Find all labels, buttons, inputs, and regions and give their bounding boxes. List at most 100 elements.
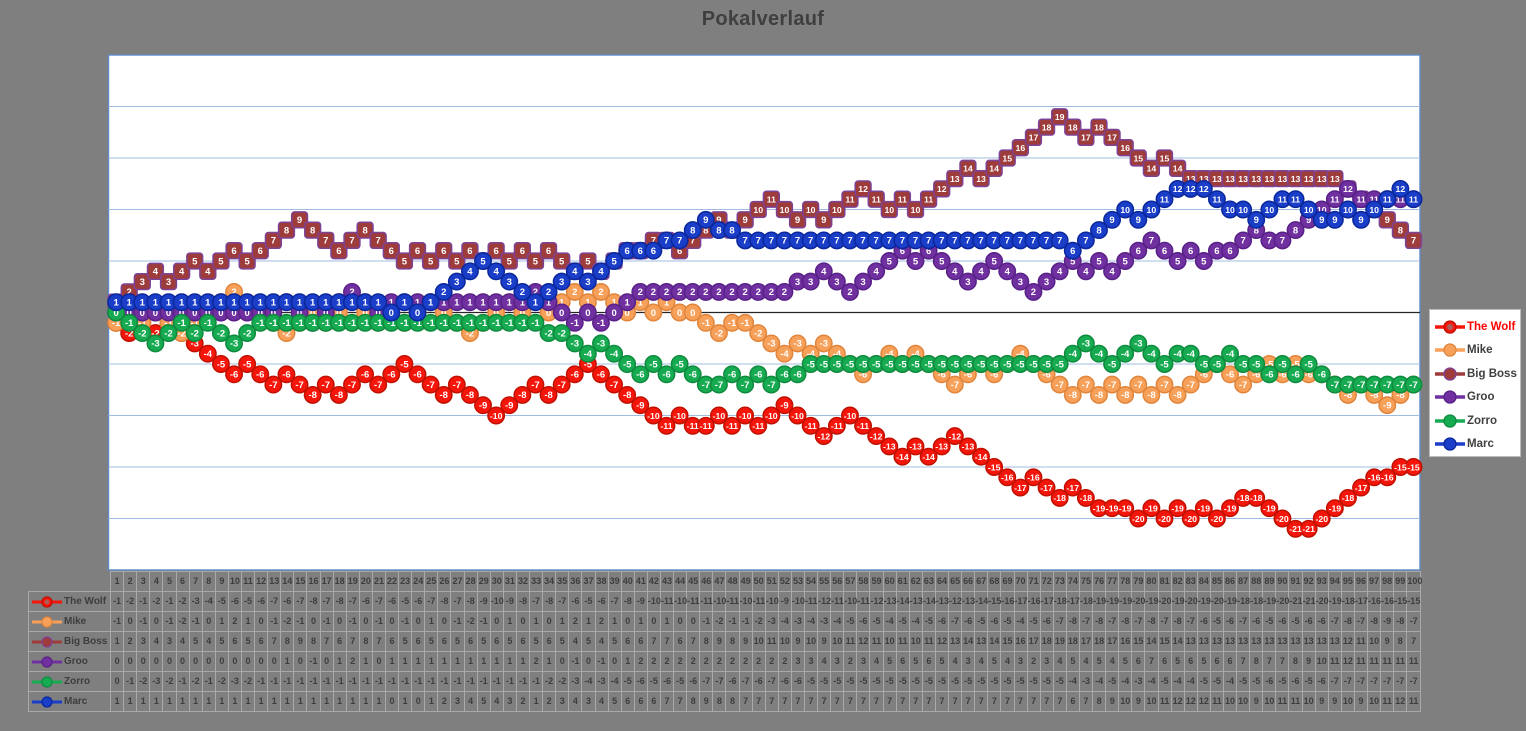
table-value-cell: -18 bbox=[1236, 591, 1251, 612]
data-point-marker bbox=[1116, 200, 1135, 219]
data-label: -19 bbox=[1145, 504, 1158, 514]
data-point-marker bbox=[749, 324, 768, 343]
series-key-label: Big Boss bbox=[64, 636, 108, 647]
table-value-cell: -12 bbox=[948, 591, 963, 612]
data-label: -2 bbox=[466, 328, 474, 339]
data-point-marker bbox=[1273, 231, 1292, 250]
table-value-cell: 4 bbox=[817, 651, 832, 672]
round-header-cell: 60 bbox=[882, 571, 897, 592]
data-label: 0 bbox=[310, 308, 315, 319]
table-value-cell: -1 bbox=[384, 671, 400, 692]
data-label: -2 bbox=[177, 328, 185, 339]
table-value-cell: -15 bbox=[1393, 591, 1408, 612]
data-point-marker bbox=[709, 375, 728, 394]
legend-item-mike[interactable]: Mike bbox=[1430, 339, 1520, 363]
legend-item-marc[interactable]: Marc bbox=[1430, 433, 1520, 457]
data-point-marker bbox=[1404, 375, 1423, 394]
data-label: 9 bbox=[1136, 215, 1141, 226]
data-label: -10 bbox=[791, 411, 804, 421]
data-label: -18 bbox=[1342, 493, 1355, 503]
data-label: 7 bbox=[808, 236, 813, 247]
data-label: 6 bbox=[625, 246, 630, 257]
table-value-cell: 0 bbox=[332, 611, 347, 632]
table-value-cell: 0 bbox=[136, 651, 151, 672]
table-value-cell: 3 bbox=[450, 691, 465, 712]
data-label: -14 bbox=[922, 452, 935, 462]
table-value-cell: -8 bbox=[515, 591, 531, 612]
table-value-cell: -1 bbox=[319, 611, 334, 632]
table-value-cell: 15 bbox=[1000, 631, 1015, 652]
table-value-cell: 5 bbox=[908, 651, 923, 672]
data-point-marker bbox=[238, 355, 257, 373]
table-value-cell: -7 bbox=[712, 671, 727, 692]
table-value-cell: -7 bbox=[1052, 611, 1067, 632]
data-point-marker bbox=[1404, 458, 1423, 476]
data-label: 6 bbox=[900, 246, 905, 257]
data-point-marker bbox=[474, 396, 492, 415]
data-point-marker bbox=[461, 242, 479, 260]
table-value-cell: 2 bbox=[659, 651, 675, 672]
table-value-cell: 2 bbox=[673, 651, 688, 672]
chart-legend[interactable]: The Wolf Mike Big Boss Groo Zorro Marc bbox=[1429, 309, 1521, 457]
series-marc[interactable]: 1 1 1 1 1 1 1 1 1 1 1 1 1 1 1 1 1 1 1 1 10101234543212343456… bbox=[107, 179, 1423, 322]
legend-item-big-boss[interactable]: Big Boss bbox=[1430, 362, 1520, 386]
data-label: 5 bbox=[585, 256, 591, 267]
table-value-cell: -5 bbox=[1301, 671, 1316, 692]
data-label: -1 bbox=[741, 318, 750, 329]
table-value-cell: 2 bbox=[227, 611, 242, 632]
data-point-marker bbox=[998, 468, 1017, 487]
table-value-cell: 2 bbox=[529, 651, 544, 672]
data-label: 13 bbox=[1278, 174, 1288, 184]
data-point-marker bbox=[264, 231, 283, 250]
data-point-marker bbox=[1378, 190, 1397, 209]
data-label: -6 bbox=[990, 370, 998, 381]
table-value-cell: 4 bbox=[463, 691, 478, 712]
table-value-cell: -3 bbox=[790, 611, 806, 632]
data-point-marker bbox=[605, 344, 624, 363]
data-point-marker bbox=[578, 344, 597, 363]
table-value-cell: 9 bbox=[817, 631, 832, 652]
data-point-marker bbox=[1051, 108, 1069, 126]
data-label: -20 bbox=[1276, 514, 1289, 524]
table-value-cell: 0 bbox=[646, 611, 661, 632]
table-value-cell: -5 bbox=[908, 671, 923, 692]
round-header-cell: 6 bbox=[175, 571, 190, 592]
data-label: 11 bbox=[1383, 195, 1392, 205]
table-value-cell: -6 bbox=[280, 591, 295, 612]
round-header-cell: 64 bbox=[934, 571, 950, 592]
table-value-cell: -7 bbox=[1327, 671, 1342, 692]
data-label: -5 bbox=[1265, 359, 1274, 370]
legend-marker-icon bbox=[1435, 437, 1465, 451]
data-point-marker bbox=[487, 242, 505, 260]
legend-item-the-wolf[interactable]: The Wolf bbox=[1430, 315, 1520, 339]
legend-item-label: Big Boss bbox=[1467, 367, 1517, 380]
series-zorro[interactable]: 0-1-2-3-2-1-2-1-2-3-2-1 -1 -1 -1 -1 -1 -1 -1 -1-… bbox=[107, 303, 1423, 394]
table-value-cell: -5 bbox=[1262, 611, 1277, 632]
data-point-marker bbox=[198, 313, 217, 332]
table-value-cell: 1 bbox=[398, 651, 413, 672]
table-value-cell: 2 bbox=[515, 691, 531, 712]
table-value-cell: -5 bbox=[869, 671, 884, 692]
data-label: -12 bbox=[949, 431, 962, 441]
data-label: 14 bbox=[963, 164, 973, 174]
data-label: -5 bbox=[1239, 359, 1248, 370]
data-point-marker bbox=[553, 252, 571, 270]
table-value-cell: -7 bbox=[948, 611, 963, 632]
data-label: -2 bbox=[217, 328, 225, 339]
table-value-cell: 6 bbox=[1065, 691, 1080, 712]
legend-item-groo[interactable]: Groo bbox=[1430, 386, 1520, 410]
table-value-cell: -6 bbox=[790, 671, 806, 692]
legend-item-zorro[interactable]: Zorro bbox=[1430, 409, 1520, 433]
table-value-cell: 0 bbox=[306, 611, 321, 632]
round-header-cell: 100 bbox=[1406, 571, 1422, 592]
data-point-marker bbox=[1155, 241, 1174, 260]
table-value-cell: 1 bbox=[345, 691, 360, 712]
table-value-cell: 1 bbox=[188, 691, 203, 712]
data-point-marker bbox=[631, 365, 650, 384]
data-point-marker bbox=[212, 252, 230, 270]
table-value-cell: 9 bbox=[699, 691, 714, 712]
table-value-cell: 1 bbox=[502, 611, 517, 632]
data-label: 0 bbox=[127, 308, 132, 319]
